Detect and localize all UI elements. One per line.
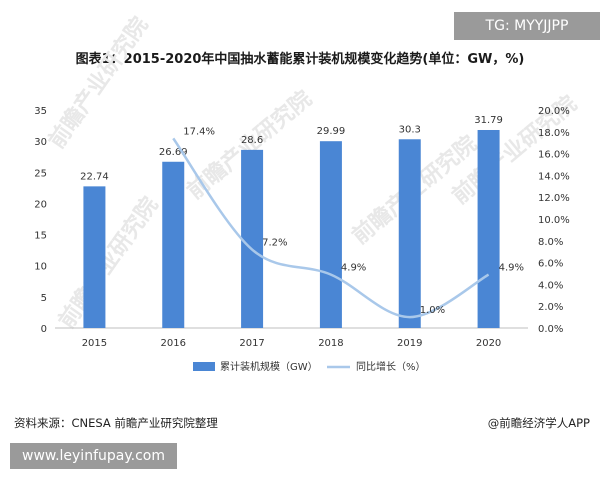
y-right-tick-label: 14.0% bbox=[538, 171, 570, 182]
y-left-tick-label: 10 bbox=[34, 262, 47, 273]
y-right-tick-label: 8.0% bbox=[538, 237, 563, 248]
watermark-layer: 前瞻产业研究院前瞻产业研究院前瞻产业研究院前瞻产业研究院前瞻产业研究院 bbox=[44, 12, 582, 333]
bar bbox=[83, 186, 106, 328]
y-left-tick-label: 15 bbox=[34, 231, 47, 242]
y-left-tick-label: 0 bbox=[41, 324, 47, 335]
bar-data-label: 28.6 bbox=[241, 135, 263, 146]
legend-line-label: 同比增长（%） bbox=[356, 360, 426, 373]
bar bbox=[162, 161, 185, 328]
x-tick-label: 2015 bbox=[82, 338, 107, 349]
y-right-tick-label: 20.0% bbox=[538, 106, 570, 117]
watermark-text: 前瞻产业研究院 bbox=[44, 12, 154, 153]
legend-layer: 累计装机规模（GW） 同比增长（%） bbox=[193, 360, 426, 373]
line-data-label: 4.9% bbox=[341, 263, 366, 274]
chart-title: 图表1：2015-2020年中国抽水蓄能累计装机规模变化趋势(单位：GW，%) bbox=[75, 52, 525, 67]
brand-credit: @前瞻经济学人APP bbox=[487, 416, 590, 430]
line-data-label: 1.0% bbox=[420, 305, 445, 316]
y-left-tick-label: 35 bbox=[34, 106, 47, 117]
bar-data-label: 29.99 bbox=[317, 126, 346, 137]
bar-data-label: 26.69 bbox=[159, 147, 188, 158]
y-left-tick-label: 30 bbox=[34, 137, 47, 148]
bar bbox=[241, 149, 264, 328]
bar-data-label: 30.3 bbox=[399, 124, 421, 135]
y-left-tick-label: 5 bbox=[41, 293, 47, 304]
x-tick-label: 2019 bbox=[397, 338, 422, 349]
x-tick-label: 2018 bbox=[318, 338, 343, 349]
bar bbox=[477, 129, 500, 328]
y-right-tick-label: 10.0% bbox=[538, 215, 570, 226]
y-right-tick-label: 16.0% bbox=[538, 150, 570, 161]
bars-layer: 22.74 26.69 28.6 29.99 30.3 31.79 bbox=[80, 115, 503, 328]
axes-layer: 0 5 10 15 20 25 30 35 0.0% 2.0% 4.0% 6.0% 8.0% 10.0% 1… bbox=[34, 106, 570, 349]
growth-line bbox=[172, 137, 490, 319]
x-tick-label: 2016 bbox=[161, 338, 186, 349]
line-data-label: 7.2% bbox=[262, 238, 287, 249]
y-left-tick-label: 20 bbox=[34, 199, 47, 210]
watermark-text: 前瞻产业研究院 bbox=[54, 192, 164, 333]
y-right-tick-label: 0.0% bbox=[538, 324, 563, 335]
tg-badge: TG: MYYJJPP bbox=[454, 12, 600, 40]
x-tick-label: 2020 bbox=[476, 338, 501, 349]
url-banner: www.leyinfupay.com bbox=[10, 443, 177, 469]
line-layer: 17.4% 7.2% 4.9% 1.0% 4.9% bbox=[172, 126, 524, 319]
x-tick-label: 2017 bbox=[239, 338, 264, 349]
source-note: 资料来源：CNESA 前瞻产业研究院整理 bbox=[14, 416, 218, 430]
legend-bar-swatch bbox=[193, 362, 215, 371]
legend-bar-label: 累计装机规模（GW） bbox=[220, 360, 318, 373]
bar-data-label: 31.79 bbox=[474, 115, 503, 126]
y-left-tick-label: 25 bbox=[34, 168, 47, 179]
y-right-tick-label: 2.0% bbox=[538, 302, 563, 313]
bar-data-label: 22.74 bbox=[80, 171, 109, 182]
bar bbox=[398, 139, 421, 328]
line-data-label: 4.9% bbox=[499, 263, 524, 274]
bar bbox=[319, 141, 342, 328]
line-data-label: 17.4% bbox=[183, 126, 215, 137]
y-right-tick-label: 6.0% bbox=[538, 259, 563, 270]
y-right-tick-label: 18.0% bbox=[538, 128, 570, 139]
y-right-tick-label: 12.0% bbox=[538, 193, 570, 204]
y-right-tick-label: 4.0% bbox=[538, 280, 563, 291]
